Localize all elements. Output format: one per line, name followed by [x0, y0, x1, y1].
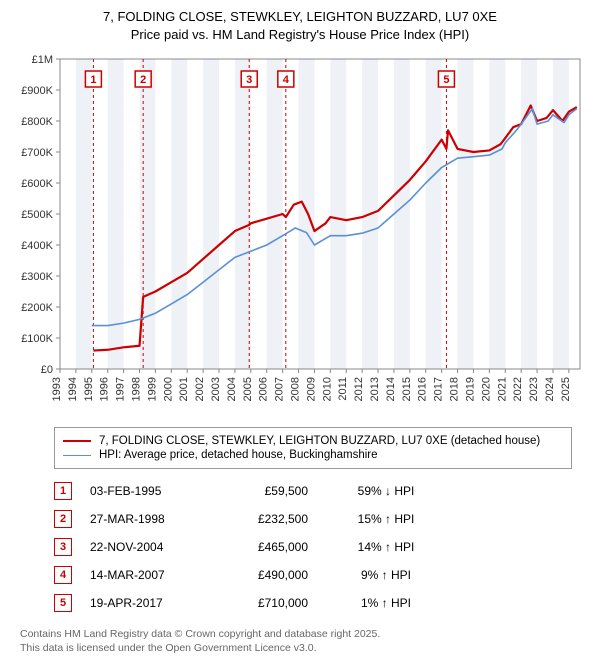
- transaction-delta: 14% ↑ HPI: [326, 540, 446, 554]
- legend-label: 7, FOLDING CLOSE, STEWKLEY, LEIGHTON BUZ…: [99, 435, 540, 447]
- transaction-badge: 1: [54, 482, 72, 500]
- svg-text:£600K: £600K: [21, 178, 53, 190]
- transaction-badge: 5: [54, 594, 72, 612]
- transaction-list: 1 03-FEB-1995 £59,500 59% ↓ HPI 2 27-MAR-1998…: [54, 477, 554, 617]
- svg-text:3: 3: [246, 74, 252, 86]
- svg-text:2013: 2013: [369, 377, 381, 401]
- svg-text:2024: 2024: [544, 377, 556, 401]
- svg-text:4: 4: [283, 74, 290, 86]
- svg-text:£800K: £800K: [21, 116, 53, 128]
- legend-item: HPI: Average price, detached house, Buck…: [63, 448, 563, 462]
- svg-text:2025: 2025: [560, 377, 572, 401]
- svg-text:2023: 2023: [528, 377, 540, 401]
- footer-line2: This data is licensed under the Open Gov…: [20, 641, 590, 655]
- svg-text:2019: 2019: [464, 377, 476, 401]
- svg-text:1998: 1998: [131, 377, 143, 401]
- svg-text:5: 5: [443, 74, 449, 86]
- svg-text:1996: 1996: [99, 377, 111, 401]
- svg-text:2010: 2010: [321, 377, 333, 401]
- svg-text:2003: 2003: [210, 377, 222, 401]
- svg-text:2018: 2018: [449, 377, 461, 401]
- svg-text:£700K: £700K: [21, 147, 53, 159]
- transaction-row: 5 19-APR-2017 £710,000 1% ↑ HPI: [54, 589, 554, 617]
- transaction-row: 4 14-MAR-2007 £490,000 9% ↑ HPI: [54, 561, 554, 589]
- transaction-delta: 15% ↑ HPI: [326, 512, 446, 526]
- svg-text:2006: 2006: [258, 377, 270, 401]
- transaction-price: £59,500: [218, 484, 308, 498]
- svg-text:2015: 2015: [401, 377, 413, 401]
- figure: 7, FOLDING CLOSE, STEWKLEY, LEIGHTON BUZ…: [0, 0, 600, 661]
- transaction-date: 19-APR-2017: [90, 596, 200, 610]
- transaction-date: 22-NOV-2004: [90, 540, 200, 554]
- title-line1: 7, FOLDING CLOSE, STEWKLEY, LEIGHTON BUZ…: [10, 8, 590, 26]
- transaction-date: 27-MAR-1998: [90, 512, 200, 526]
- svg-text:£900K: £900K: [21, 85, 53, 97]
- svg-text:2009: 2009: [305, 377, 317, 401]
- svg-text:2: 2: [140, 74, 146, 86]
- svg-text:2016: 2016: [417, 377, 429, 401]
- svg-text:£300K: £300K: [21, 271, 53, 283]
- svg-text:2007: 2007: [274, 377, 286, 401]
- transaction-row: 1 03-FEB-1995 £59,500 59% ↓ HPI: [54, 477, 554, 505]
- svg-text:2020: 2020: [480, 377, 492, 401]
- svg-text:£1M: £1M: [32, 54, 53, 66]
- transaction-price: £710,000: [218, 596, 308, 610]
- transaction-price: £490,000: [218, 568, 308, 582]
- transaction-row: 3 22-NOV-2004 £465,000 14% ↑ HPI: [54, 533, 554, 561]
- transaction-badge: 2: [54, 510, 72, 528]
- footer-attribution: Contains HM Land Registry data © Crown c…: [20, 627, 590, 655]
- svg-text:2000: 2000: [162, 377, 174, 401]
- transaction-date: 14-MAR-2007: [90, 568, 200, 582]
- transaction-delta: 59% ↓ HPI: [326, 484, 446, 498]
- title-line2: Price paid vs. HM Land Registry's House …: [10, 26, 590, 44]
- svg-text:2022: 2022: [512, 377, 524, 401]
- transaction-price: £465,000: [218, 540, 308, 554]
- svg-text:2004: 2004: [226, 377, 238, 401]
- svg-text:2012: 2012: [353, 377, 365, 401]
- transaction-delta: 9% ↑ HPI: [326, 568, 446, 582]
- line-chart: £0 £100K £200K £300K £400K £500K £600K £700K £80…: [10, 49, 590, 419]
- legend-label: HPI: Average price, detached house, Buck…: [99, 449, 378, 461]
- svg-text:2005: 2005: [242, 377, 254, 401]
- svg-text:2017: 2017: [433, 377, 445, 401]
- svg-text:£100K: £100K: [21, 333, 53, 345]
- transaction-date: 03-FEB-1995: [90, 484, 200, 498]
- svg-text:£500K: £500K: [21, 209, 53, 221]
- chart-area: £0 £100K £200K £300K £400K £500K £600K £700K £80…: [10, 49, 590, 419]
- svg-text:2001: 2001: [178, 377, 190, 401]
- svg-text:2002: 2002: [194, 377, 206, 401]
- transaction-badge: 4: [54, 566, 72, 584]
- legend-swatch: [63, 440, 91, 442]
- svg-text:1999: 1999: [146, 377, 158, 401]
- svg-text:1997: 1997: [115, 377, 127, 401]
- svg-text:£0: £0: [41, 364, 53, 376]
- svg-text:2021: 2021: [496, 377, 508, 401]
- legend: 7, FOLDING CLOSE, STEWKLEY, LEIGHTON BUZ…: [54, 427, 572, 469]
- transaction-row: 2 27-MAR-1998 £232,500 15% ↑ HPI: [54, 505, 554, 533]
- legend-item: 7, FOLDING CLOSE, STEWKLEY, LEIGHTON BUZ…: [63, 434, 563, 448]
- transaction-badge: 3: [54, 538, 72, 556]
- svg-text:1995: 1995: [83, 377, 95, 401]
- legend-swatch: [63, 455, 91, 456]
- svg-text:£400K: £400K: [21, 240, 53, 252]
- chart-title: 7, FOLDING CLOSE, STEWKLEY, LEIGHTON BUZ…: [10, 8, 590, 43]
- svg-text:1993: 1993: [51, 377, 63, 401]
- svg-text:2011: 2011: [337, 377, 349, 401]
- svg-text:1: 1: [90, 74, 96, 86]
- svg-text:1994: 1994: [67, 377, 79, 401]
- svg-text:£200K: £200K: [21, 302, 53, 314]
- transaction-price: £232,500: [218, 512, 308, 526]
- svg-text:2008: 2008: [290, 377, 302, 401]
- transaction-delta: 1% ↑ HPI: [326, 596, 446, 610]
- svg-text:2014: 2014: [385, 377, 397, 401]
- footer-line1: Contains HM Land Registry data © Crown c…: [20, 627, 590, 641]
